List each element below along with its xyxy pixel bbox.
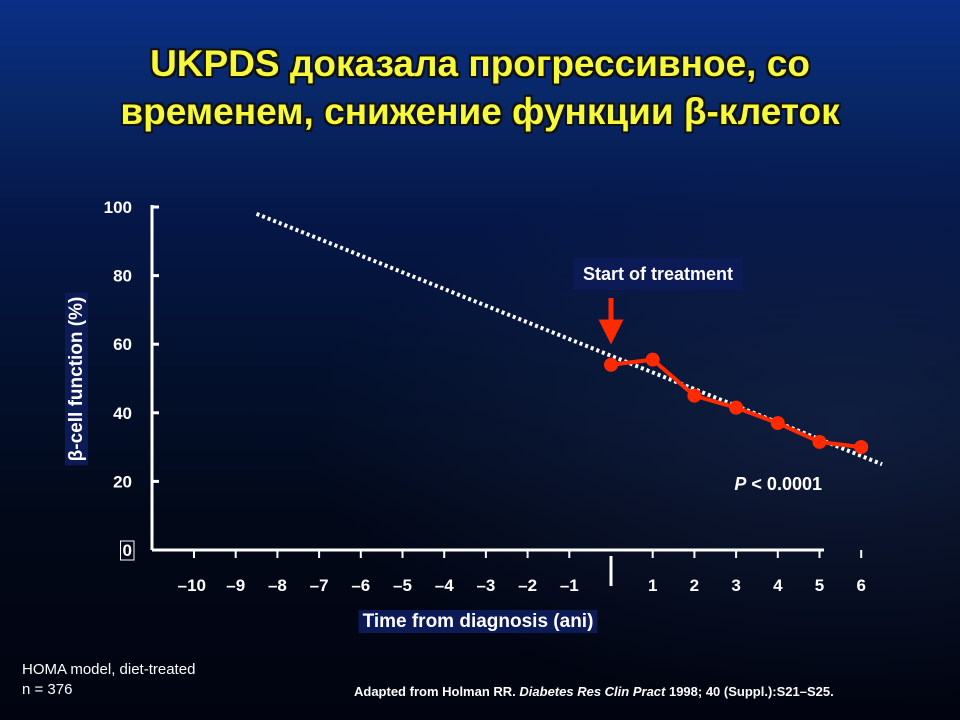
x-tick-label: –10 [178, 576, 206, 595]
x-tick-label: 1 [648, 576, 657, 595]
trend-line-group [255, 212, 883, 467]
x-axis-title-box [358, 610, 598, 633]
x-axis-title: Time from diagnosis (ani) [363, 611, 594, 632]
data-point [687, 388, 702, 403]
citation: Adapted from Holman RR. Diabetes Res Cli… [354, 684, 834, 699]
x-tick-label: 6 [856, 576, 865, 595]
p-value-label: P < 0.0001 [734, 474, 822, 494]
y-tick-label: 40 [113, 404, 132, 423]
slide-title: UKPDS доказала прогрессивное, со времене… [20, 40, 940, 136]
y-tick-label: 80 [113, 267, 132, 286]
data-point [604, 357, 618, 372]
x-tick-label: –8 [268, 576, 287, 595]
x-tick-label: –3 [476, 576, 495, 595]
data-point [770, 416, 785, 431]
y-tick-label: 100 [104, 198, 132, 217]
data-point [812, 434, 827, 449]
data-point [729, 400, 744, 415]
x-tick-label: –5 [393, 576, 412, 595]
data-point [645, 352, 660, 367]
y-tick-label: 60 [113, 335, 132, 354]
trend-line [255, 212, 883, 467]
data-series-group [604, 352, 869, 455]
x-tick-label: –1 [560, 576, 579, 595]
footnote-sample-size: n = 376 [22, 681, 73, 698]
y-zero-label-box [120, 540, 135, 561]
title-line-1: UKPDS доказала прогрессивное, со [150, 43, 810, 84]
x-tick-label: –2 [518, 576, 537, 595]
data-point [854, 440, 869, 455]
treatment-label-box [572, 258, 744, 290]
x-tick-label: 5 [815, 576, 824, 595]
y-axis-title-box [65, 292, 88, 466]
y-axis-title: β-cell function (%) [66, 297, 87, 462]
x-tick-label: –7 [310, 576, 329, 595]
x-tick-label: –9 [226, 576, 245, 595]
x-tick-label: –4 [435, 576, 454, 595]
footnote: HOMA model, diet-treated n = 376 [22, 660, 195, 700]
citation-prefix: Adapted from Holman RR. [354, 684, 520, 699]
citation-suffix: 1998; 40 (Suppl.):S21–S25. [665, 684, 834, 699]
x-tick-label: 3 [731, 576, 740, 595]
p-value-symbol: P [734, 474, 747, 494]
x-tick-label: 2 [690, 576, 699, 595]
y-tick-label: 0 [123, 541, 132, 560]
p-value-text: < 0.0001 [746, 474, 822, 494]
y-tick-label: 20 [113, 472, 132, 491]
footnote-model: HOMA model, diet-treated [22, 661, 196, 678]
x-tick-label: –6 [351, 576, 370, 595]
annotation-group: Start of treatment P < 0.0001 [572, 258, 822, 494]
x-tick-label: 4 [773, 576, 783, 595]
title-line-2: временем, снижение функции β-клеток [120, 91, 840, 132]
citation-journal: Diabetes Res Clin Pract [519, 684, 666, 699]
chart-axes: 0 20 40 60 80 100 –10 –9 –8 –7 –6 –5 –4 –3 –2 –1 1 2 3 4 5 6 β… [65, 198, 866, 633]
treatment-label: Start of treatment [583, 264, 733, 284]
